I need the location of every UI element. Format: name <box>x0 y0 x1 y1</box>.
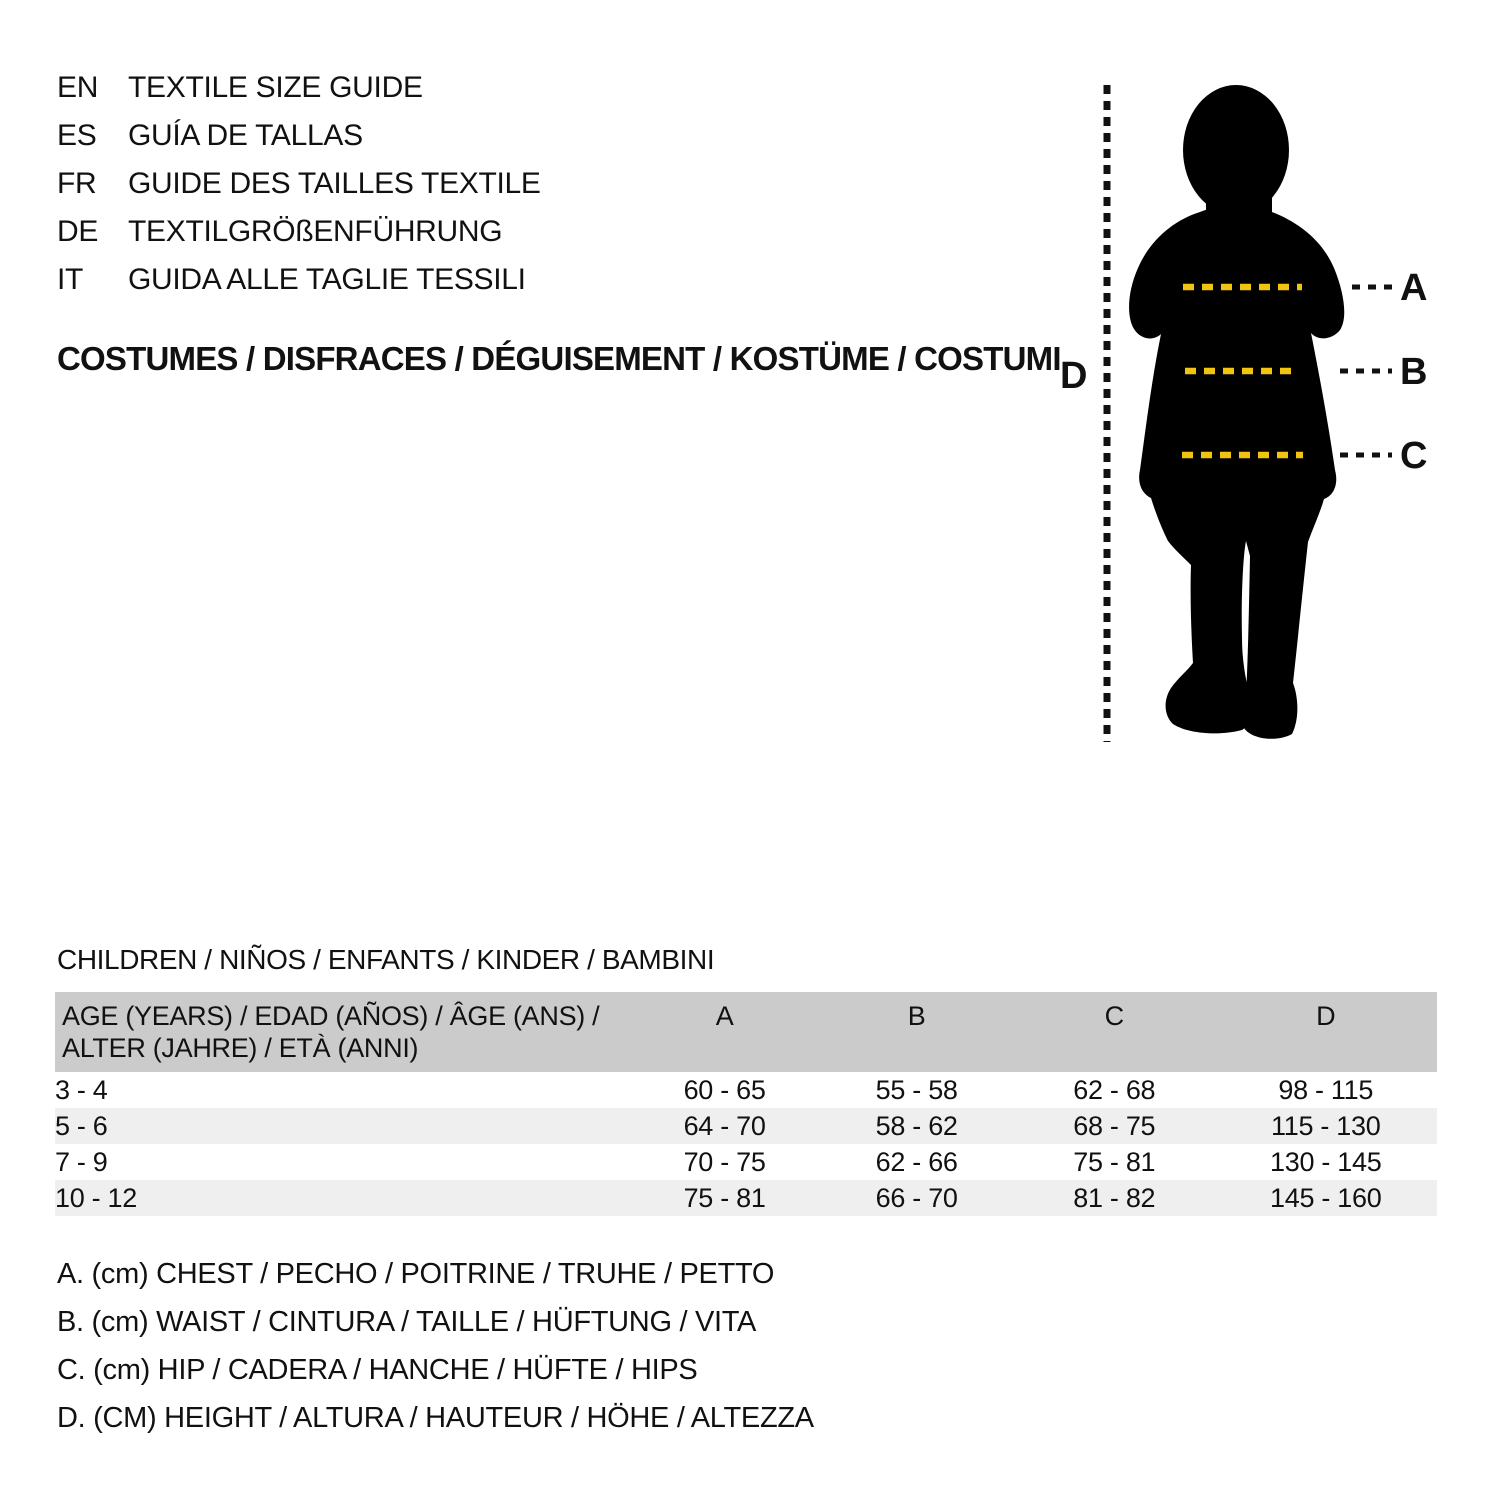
label-hip-c: C <box>1400 435 1427 477</box>
chest-cell: 64 - 70 <box>629 1108 820 1144</box>
waist-cell: 66 - 70 <box>819 1180 1015 1216</box>
language-label: GUIDA ALLE TAGLIE TESSILI <box>128 263 526 296</box>
legend-item-chest: A. (cm) CHEST / PECHO / POITRINE / TRUHE… <box>57 1258 775 1290</box>
column-header-d: D <box>1214 992 1437 1072</box>
language-list: EN TEXTILE SIZE GUIDE ES GUÍA DE TALLAS … <box>57 64 541 304</box>
hip-cell: 81 - 82 <box>1014 1180 1215 1216</box>
age-header-line1: AGE (YEARS) / EDAD (AÑOS) / ÂGE (ANS) / <box>62 1001 600 1031</box>
category-line: COSTUMES / DISFRACES / DÉGUISEMENT / KOS… <box>57 340 1062 377</box>
language-code: FR <box>57 167 97 200</box>
age-cell: 5 - 6 <box>55 1108 630 1144</box>
language-row-es: ES GUÍA DE TALLAS <box>57 112 541 160</box>
column-header-b: B <box>819 992 1015 1072</box>
language-row-en: EN TEXTILE SIZE GUIDE <box>57 64 541 112</box>
height-cell: 115 - 130 <box>1214 1108 1437 1144</box>
chest-cell: 60 - 65 <box>683 1074 766 1105</box>
legend-item-waist: B. (cm) WAIST / CINTURA / TAILLE / HÜFTU… <box>57 1306 757 1338</box>
legend-item-hip: C. (cm) HIP / CADERA / HANCHE / HÜFTE / … <box>57 1354 698 1386</box>
language-code: IT <box>57 263 84 296</box>
age-cell: 7 - 9 <box>55 1146 108 1177</box>
language-label: TEXTILE SIZE GUIDE <box>128 71 423 104</box>
language-label: GUÍA DE TALLAS <box>128 119 363 152</box>
age-header-line2: ALTER (JAHRE) / ETÀ (ANNI) <box>62 1033 419 1063</box>
language-code: EN <box>57 71 99 104</box>
language-row-it: IT GUIDA ALLE TAGLIE TESSILI <box>57 256 541 304</box>
language-code: DE <box>57 215 99 248</box>
language-code: ES <box>57 119 97 152</box>
height-cell: 98 - 115 <box>1278 1074 1374 1105</box>
silhouette-body <box>1129 206 1345 739</box>
language-label: GUIDE DES TAILLES TEXTILE <box>128 167 541 200</box>
language-row-fr: FR GUIDE DES TAILLES TEXTILE <box>57 160 541 208</box>
label-waist-b: B <box>1400 351 1427 393</box>
chest-cell: 70 - 75 <box>683 1146 766 1177</box>
child-silhouette <box>1129 85 1345 739</box>
language-row-de: DE TEXTILGRÖßENFÜHRUNG <box>57 208 541 256</box>
column-header-c: C <box>1014 992 1215 1072</box>
size-table: AGE (YEARS) / EDAD (AÑOS) / ÂGE (ANS) / … <box>55 992 1437 1216</box>
height-cell: 145 - 160 <box>1214 1180 1437 1216</box>
age-cell: 10 - 12 <box>55 1180 630 1216</box>
age-column-header: AGE (YEARS) / EDAD (AÑOS) / ÂGE (ANS) / … <box>55 992 630 1072</box>
age-cell: 3 - 4 <box>55 1074 108 1105</box>
table-row: 10 - 12 75 - 81 66 - 70 81 - 82 145 - 16… <box>55 1180 1437 1216</box>
language-label: TEXTILGRÖßENFÜHRUNG <box>128 215 503 248</box>
size-table-title: CHILDREN / NIÑOS / ENFANTS / KINDER / BA… <box>57 944 715 975</box>
waist-cell: 55 - 58 <box>875 1074 958 1105</box>
size-table-header-row: AGE (YEARS) / EDAD (AÑOS) / ÂGE (ANS) / … <box>55 992 1437 1072</box>
waist-cell: 58 - 62 <box>819 1108 1015 1144</box>
hip-cell: 62 - 68 <box>1073 1074 1156 1105</box>
chest-cell: 75 - 81 <box>629 1180 820 1216</box>
label-height-d: D <box>1060 355 1087 397</box>
hip-cell: 68 - 75 <box>1014 1108 1215 1144</box>
measurement-legend: A. (cm) CHEST / PECHO / POITRINE / TRUHE… <box>57 1250 814 1442</box>
hip-cell: 75 - 81 <box>1073 1146 1156 1177</box>
table-row: 7 - 9 70 - 75 62 - 66 75 - 81 130 - 145 <box>55 1144 1437 1180</box>
label-chest-a: A <box>1400 267 1427 309</box>
size-diagram: A B C D <box>1060 85 1427 742</box>
height-cell: 130 - 145 <box>1270 1146 1382 1177</box>
waist-cell: 62 - 66 <box>875 1146 958 1177</box>
column-header-a: A <box>629 992 820 1072</box>
measurement-figure: A B C D <box>1040 78 1461 748</box>
table-row: 3 - 4 60 - 65 55 - 58 62 - 68 98 - 115 <box>55 1072 1437 1108</box>
table-row: 5 - 6 64 - 70 58 - 62 68 - 75 115 - 130 <box>55 1108 1437 1144</box>
legend-item-height: D. (CM) HEIGHT / ALTURA / HAUTEUR / HÖHE… <box>57 1402 814 1434</box>
